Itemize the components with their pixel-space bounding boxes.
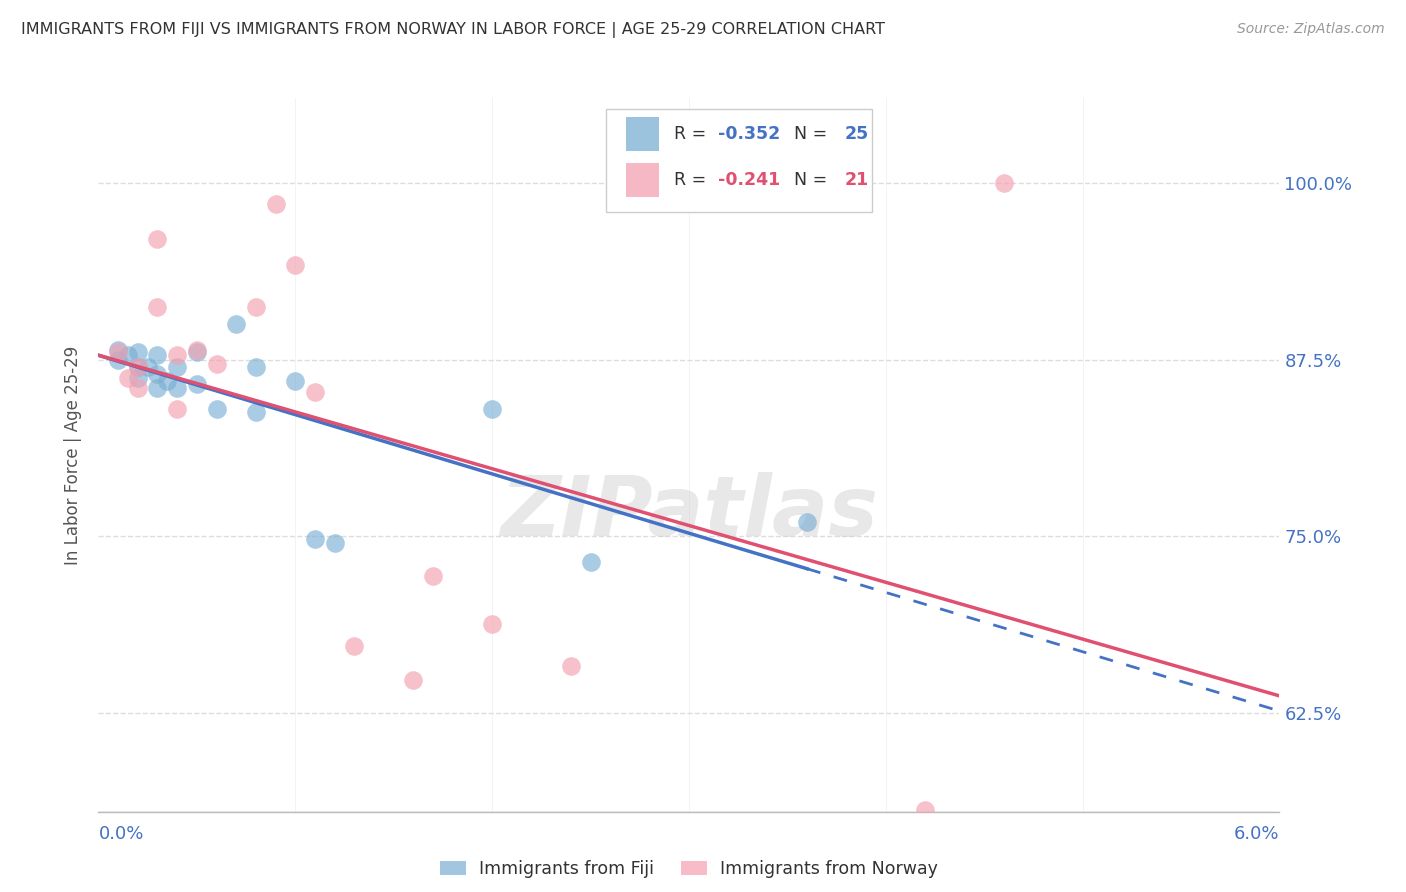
Point bbox=[107, 352, 129, 367]
Point bbox=[127, 359, 149, 374]
Text: 6.0%: 6.0% bbox=[1234, 825, 1279, 843]
Y-axis label: In Labor Force | Age 25-29: In Labor Force | Age 25-29 bbox=[65, 345, 83, 565]
FancyBboxPatch shape bbox=[626, 117, 659, 151]
Point bbox=[127, 381, 149, 395]
Text: IMMIGRANTS FROM FIJI VS IMMIGRANTS FROM NORWAY IN LABOR FORCE | AGE 25-29 CORREL: IMMIGRANTS FROM FIJI VS IMMIGRANTS FROM … bbox=[21, 22, 886, 38]
Point bbox=[245, 405, 267, 419]
Point bbox=[127, 359, 149, 374]
Text: N =: N = bbox=[783, 171, 834, 189]
Point bbox=[166, 381, 188, 395]
Text: Source: ZipAtlas.com: Source: ZipAtlas.com bbox=[1237, 22, 1385, 37]
Point bbox=[186, 343, 208, 357]
Point bbox=[205, 402, 228, 417]
Point bbox=[146, 381, 169, 395]
Point bbox=[245, 300, 267, 314]
Point bbox=[323, 536, 346, 550]
Point bbox=[166, 348, 188, 362]
Point bbox=[146, 232, 169, 246]
Text: 0.0%: 0.0% bbox=[98, 825, 143, 843]
Point bbox=[284, 374, 307, 388]
Point bbox=[156, 374, 179, 388]
Point bbox=[343, 640, 366, 654]
FancyBboxPatch shape bbox=[606, 109, 872, 212]
Point bbox=[127, 371, 149, 385]
Point bbox=[304, 532, 326, 546]
Point bbox=[186, 376, 208, 391]
Point bbox=[245, 359, 267, 374]
Text: 25: 25 bbox=[845, 125, 869, 143]
Point bbox=[422, 568, 444, 582]
Text: ZIPatlas: ZIPatlas bbox=[501, 472, 877, 552]
Point bbox=[993, 176, 1015, 190]
Point bbox=[304, 385, 326, 400]
Point bbox=[166, 402, 188, 417]
Text: -0.241: -0.241 bbox=[718, 171, 780, 189]
Point bbox=[560, 659, 582, 673]
Point bbox=[264, 197, 287, 211]
Point bbox=[481, 402, 503, 417]
FancyBboxPatch shape bbox=[626, 163, 659, 197]
Text: R =: R = bbox=[673, 125, 711, 143]
Point bbox=[136, 359, 159, 374]
Point bbox=[186, 345, 208, 359]
Point bbox=[481, 616, 503, 631]
Point bbox=[107, 345, 129, 359]
Point bbox=[117, 371, 139, 385]
Text: -0.352: -0.352 bbox=[718, 125, 780, 143]
Point bbox=[166, 359, 188, 374]
Point bbox=[117, 348, 139, 362]
Point bbox=[146, 348, 169, 362]
Point bbox=[284, 258, 307, 272]
Text: R =: R = bbox=[673, 171, 711, 189]
Point bbox=[796, 515, 818, 529]
Point bbox=[402, 673, 425, 688]
Point bbox=[107, 343, 129, 357]
Text: N =: N = bbox=[783, 125, 834, 143]
Point bbox=[225, 317, 247, 331]
Point bbox=[146, 367, 169, 381]
Point bbox=[579, 555, 602, 569]
Text: 21: 21 bbox=[845, 171, 869, 189]
Point bbox=[146, 300, 169, 314]
Point bbox=[914, 803, 936, 817]
Legend: Immigrants from Fiji, Immigrants from Norway: Immigrants from Fiji, Immigrants from No… bbox=[433, 854, 945, 885]
Point bbox=[205, 357, 228, 371]
Point bbox=[127, 345, 149, 359]
